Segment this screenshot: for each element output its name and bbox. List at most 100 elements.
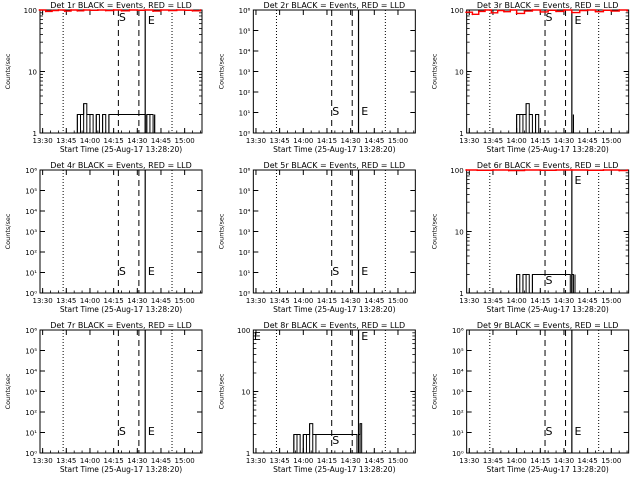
y-tick-label: 10¹ xyxy=(25,430,37,438)
y-axis-label: Counts/sec xyxy=(217,213,225,249)
lld-data-point xyxy=(490,11,493,14)
lld-data-point xyxy=(477,10,480,13)
y-axis-label: Counts/sec xyxy=(431,213,439,249)
lld-data-point xyxy=(152,10,154,12)
x-tick-label: 14:30 xyxy=(554,457,574,465)
y-tick-label: 10⁴ xyxy=(25,368,37,376)
x-axis-label: Start Time (25-Aug-17 13:28:20) xyxy=(60,465,182,474)
x-tick-label: 13:45 xyxy=(270,457,290,465)
x-tick-label: 14:15 xyxy=(104,297,124,305)
annotation-s: S xyxy=(546,11,553,24)
x-tick-label: 14:45 xyxy=(578,137,598,145)
lld-data-point xyxy=(96,9,99,11)
lld-data-point xyxy=(570,11,573,14)
lld-data-point xyxy=(63,10,66,12)
y-tick-label: 10⁴ xyxy=(25,208,37,216)
panel-title: Det 1r BLACK = Events, RED = LLD xyxy=(50,1,192,10)
lld-data-point xyxy=(626,169,628,171)
y-tick-label: 10² xyxy=(239,249,251,257)
x-tick-label: 15:00 xyxy=(601,297,621,305)
y-tick-label: 10⁵ xyxy=(25,348,37,356)
x-tick-label: 13:30 xyxy=(246,137,266,145)
y-axis-label: Counts/sec xyxy=(4,213,12,249)
lld-data-point xyxy=(70,9,72,11)
lld-data-point xyxy=(191,9,194,12)
lld-data-point xyxy=(484,9,486,11)
lld-data-point xyxy=(555,169,557,171)
annotation-s: S xyxy=(119,425,126,438)
x-tick-label: 14:15 xyxy=(530,297,550,305)
lld-data-point xyxy=(38,9,41,11)
lld-data-point xyxy=(531,9,534,11)
x-tick-label: 14:15 xyxy=(317,137,337,145)
y-tick-label: 10³ xyxy=(239,69,251,77)
annotation-e: E xyxy=(148,265,155,278)
x-tick-label: 13:30 xyxy=(246,297,266,305)
lld-data-point xyxy=(492,169,494,171)
x-tick-label: 14:30 xyxy=(554,137,574,145)
x-tick-label: 14:15 xyxy=(530,137,550,145)
x-axis-label: Start Time (25-Aug-17 13:28:20) xyxy=(60,145,182,154)
x-tick-label: 14:00 xyxy=(80,457,100,465)
y-axis-label: Counts/sec xyxy=(431,53,439,89)
x-tick-label: 15:00 xyxy=(601,457,621,465)
x-tick-label: 15:00 xyxy=(388,457,408,465)
lld-data-point xyxy=(160,9,162,11)
lld-data-point xyxy=(44,10,47,13)
lld-data-point xyxy=(594,10,597,13)
x-tick-label: 14:30 xyxy=(127,457,147,465)
lld-data-point xyxy=(51,9,53,12)
y-tick-label: 10⁴ xyxy=(239,208,251,216)
x-tick-label: 13:45 xyxy=(483,297,503,305)
events-series-line xyxy=(290,423,363,454)
x-tick-label: 14:15 xyxy=(317,457,337,465)
x-tick-label: 15:00 xyxy=(175,137,195,145)
x-tick-label: 14:00 xyxy=(293,457,313,465)
events-series-line xyxy=(74,103,156,134)
y-tick-label: 10⁶ xyxy=(25,327,37,335)
lld-data-point xyxy=(120,9,123,12)
detector-panel: Det 1r BLACK = Events, RED = LLD 1 10 100 13… xyxy=(4,1,203,154)
lld-data-point xyxy=(82,9,85,11)
x-tick-label: 14:45 xyxy=(151,297,171,305)
panel-title: Det 4r BLACK = Events, RED = LLD xyxy=(50,161,192,170)
y-tick-label: 10¹ xyxy=(239,270,251,278)
x-axis-label: Start Time (25-Aug-17 13:28:20) xyxy=(486,145,608,154)
panel-title: Det 6r BLACK = Events, RED = LLD xyxy=(477,161,619,170)
x-tick-label: 13:45 xyxy=(56,457,76,465)
y-tick-label: 1 xyxy=(246,450,250,458)
detector-panel: Det 3r BLACK = Events, RED = LLD 1 10 100 13… xyxy=(431,1,630,154)
lld-data-point xyxy=(465,169,468,171)
events-series-line xyxy=(513,103,574,134)
y-tick-label: 10² xyxy=(452,409,464,417)
y-tick-label: 10⁶ xyxy=(239,7,251,15)
annotation-e: E xyxy=(575,14,582,27)
x-tick-label: 14:15 xyxy=(317,297,337,305)
x-tick-label: 13:45 xyxy=(270,137,290,145)
x-tick-label: 14:45 xyxy=(578,297,598,305)
y-tick-label: 100 xyxy=(450,7,463,15)
lld-data-point xyxy=(471,13,474,16)
lld-data-point xyxy=(507,169,510,172)
annotation-s: S xyxy=(332,434,339,447)
x-tick-label: 13:45 xyxy=(56,137,76,145)
annotation-e: E xyxy=(361,330,368,343)
x-tick-label: 14:00 xyxy=(80,137,100,145)
y-tick-label: 10⁰ xyxy=(239,290,251,298)
lld-data-point xyxy=(570,169,573,171)
y-tick-label: 10⁵ xyxy=(239,28,251,36)
lld-data-point xyxy=(523,169,526,171)
annotation-e: E xyxy=(575,425,582,438)
x-tick-label: 14:00 xyxy=(507,457,527,465)
y-tick-label: 10³ xyxy=(452,389,464,397)
y-axis-label: Counts/sec xyxy=(4,373,12,409)
x-tick-label: 13:45 xyxy=(56,297,76,305)
lld-data-point xyxy=(509,9,512,11)
lld-data-point xyxy=(547,9,550,12)
lld-data-point xyxy=(175,9,178,11)
lld-data-point xyxy=(626,9,628,12)
y-tick-label: 10 xyxy=(241,389,250,397)
lld-data-point xyxy=(515,12,518,15)
x-tick-label: 13:30 xyxy=(33,137,53,145)
